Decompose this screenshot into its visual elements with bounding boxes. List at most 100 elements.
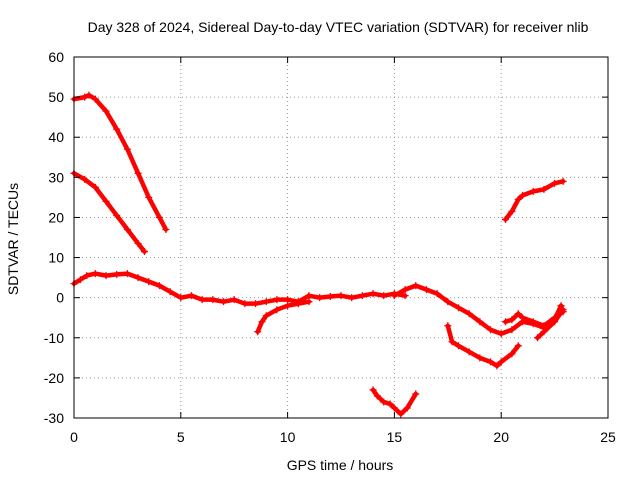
data-point [348, 294, 356, 302]
data-point [140, 248, 148, 256]
data-point [113, 125, 121, 133]
data-point [262, 298, 270, 306]
data-point [401, 286, 409, 294]
data-point [155, 282, 163, 290]
data-point [305, 292, 313, 300]
data-point [514, 195, 522, 203]
series-arc-10 [369, 386, 420, 418]
series-arc-1 [70, 91, 170, 233]
data-point [113, 211, 121, 219]
data-layer [70, 91, 567, 418]
y-tick-label: 0 [56, 290, 64, 306]
data-point [397, 410, 405, 418]
data-point [254, 328, 262, 336]
data-point [102, 272, 110, 280]
plot-frame [73, 56, 609, 419]
series-arc-2 [70, 169, 148, 256]
series-line [503, 309, 566, 328]
data-point [369, 290, 377, 298]
data-point [444, 298, 452, 306]
data-point [514, 310, 522, 318]
data-point [81, 175, 89, 183]
y-tick-label: -30 [44, 410, 64, 426]
data-point [487, 358, 495, 366]
y-tick-label: 40 [48, 129, 64, 145]
series-arc-8 [534, 306, 567, 342]
series-arc-3 [70, 270, 409, 308]
data-point [134, 169, 142, 177]
x-tick-label: 20 [493, 429, 509, 445]
data-point [284, 296, 292, 304]
data-point [386, 400, 394, 408]
data-point [166, 288, 174, 296]
data-point [508, 316, 516, 324]
data-point [454, 304, 462, 312]
data-point [519, 314, 527, 322]
data-point [540, 328, 548, 336]
data-point [465, 348, 473, 356]
y-tick-label: -10 [44, 330, 64, 346]
y-tick-label: 20 [48, 209, 64, 225]
data-point [91, 270, 99, 278]
data-point [305, 298, 313, 306]
data-point [559, 177, 567, 185]
data-point [209, 296, 217, 304]
y-tick-label: 50 [48, 89, 64, 105]
data-point [433, 290, 441, 298]
data-point [113, 270, 121, 278]
data-point [551, 179, 559, 187]
series-arc-4 [254, 298, 313, 336]
series-line [71, 271, 408, 306]
series-line [370, 387, 419, 417]
data-point [102, 107, 110, 115]
data-point [454, 342, 462, 350]
data-point [91, 95, 99, 103]
chart-title: Day 328 of 2024, Sidereal Day-to-day VTE… [88, 19, 589, 35]
data-point [508, 326, 516, 334]
data-point [514, 342, 522, 350]
data-point [422, 286, 430, 294]
data-point [508, 350, 516, 358]
data-point [123, 225, 131, 233]
data-point [403, 404, 411, 412]
data-point [412, 282, 420, 290]
grid-layer [74, 57, 608, 418]
x-tick-label: 10 [280, 429, 296, 445]
series-line [71, 92, 169, 232]
data-point [476, 354, 484, 362]
y-axis-label: SDTVAR / TECUs [5, 183, 21, 295]
data-point [476, 318, 484, 326]
tick-layer: 0 5 10 15 20 25 -30 -20 -10 0 10 20 30 40 50 60 [44, 49, 616, 445]
data-point [187, 292, 195, 300]
data-point [373, 392, 381, 400]
series-arc-9 [501, 177, 567, 223]
data-point [102, 197, 110, 205]
data-point [557, 302, 565, 310]
data-point [273, 296, 281, 304]
data-point [534, 334, 542, 342]
data-point [444, 322, 452, 330]
x-tick-label: 5 [177, 429, 185, 445]
series-line [535, 307, 566, 341]
y-tick-label: 10 [48, 250, 64, 266]
data-point [81, 93, 89, 101]
data-point [448, 338, 456, 346]
data-point [252, 300, 260, 308]
data-point [123, 270, 131, 278]
data-point [134, 274, 142, 282]
data-point [145, 278, 153, 286]
data-point [501, 215, 509, 223]
y-tick-label: -20 [44, 370, 64, 386]
data-point [91, 183, 99, 191]
data-point [198, 296, 206, 304]
x-tick-label: 0 [70, 429, 78, 445]
data-point [220, 298, 228, 306]
data-point [401, 292, 409, 300]
data-point [390, 292, 398, 300]
series-line [255, 299, 312, 335]
data-point [380, 292, 388, 300]
data-point [162, 225, 170, 233]
data-point [230, 296, 238, 304]
y-tick-label: 60 [48, 49, 64, 65]
data-point [551, 318, 559, 326]
